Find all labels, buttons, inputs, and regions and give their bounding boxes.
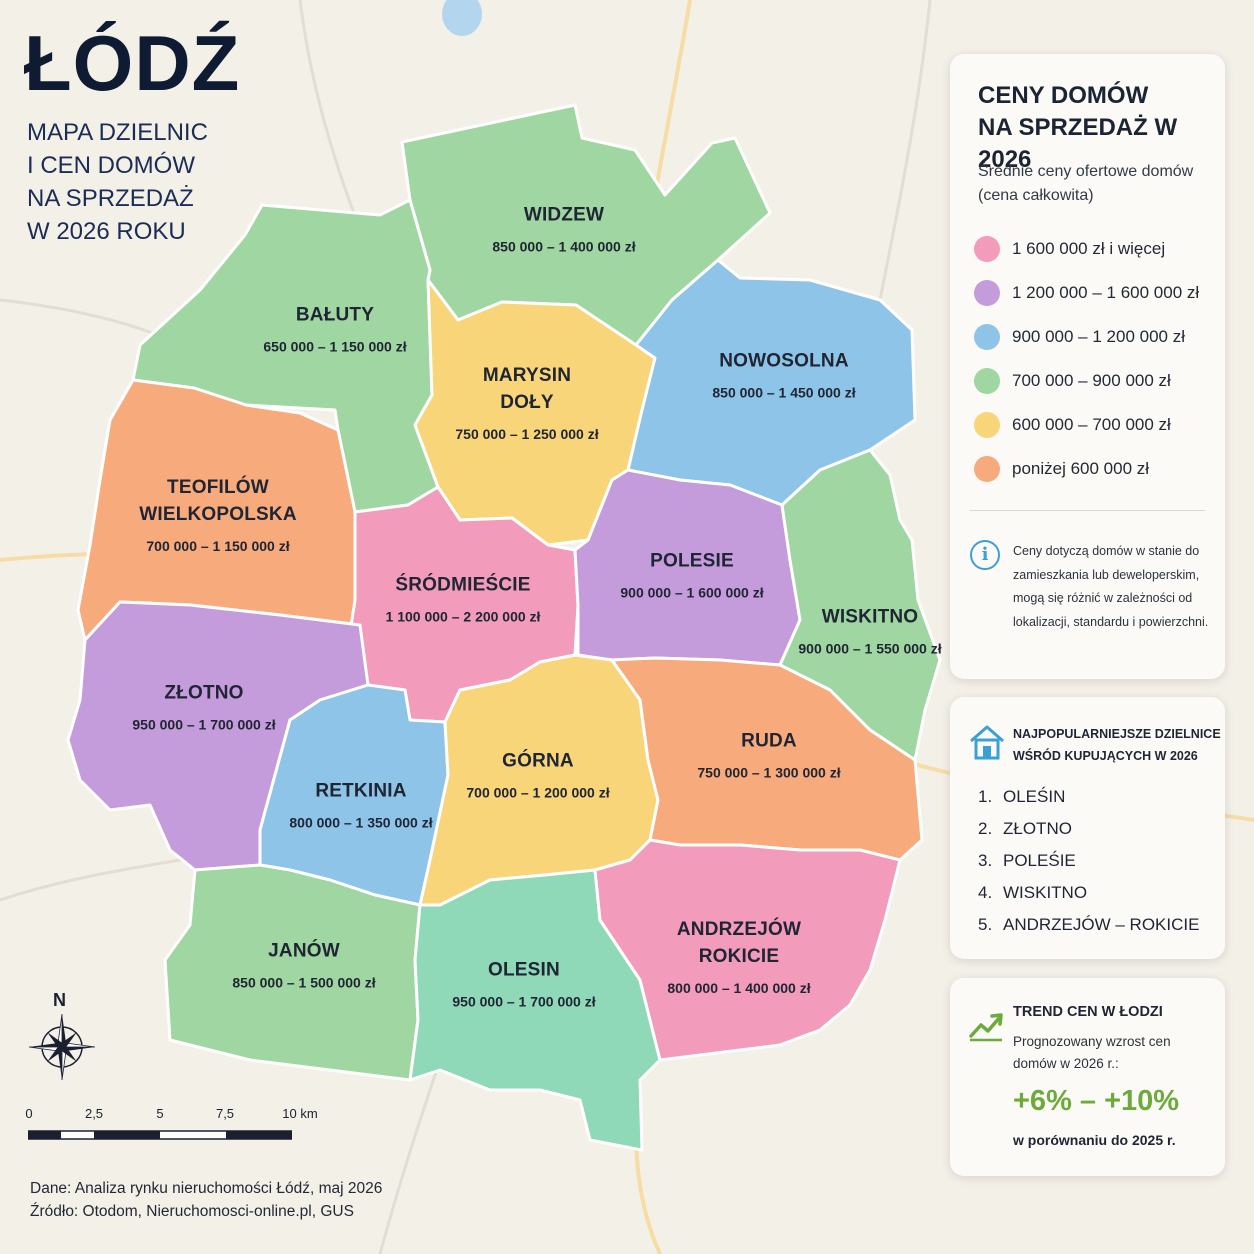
list-district: OLEŚIN: [1003, 787, 1066, 806]
list-district: ZŁOTNO: [1003, 819, 1072, 838]
trend-value: +6% – +10%: [1013, 1085, 1180, 1117]
list-district: POLEŚIE: [1003, 851, 1076, 870]
scale-label: 10 km: [282, 1106, 318, 1121]
trend-title: TREND CEN W ŁODZI: [1013, 1004, 1163, 1020]
subtitle-line: NA SPRZEDAŻ: [27, 185, 194, 212]
legend-swatch: [974, 368, 1000, 394]
legend-swatch: [974, 412, 1000, 438]
district-area-olesin[interactable]: [408, 868, 662, 1152]
legend-item: 900 000 – 1 200 000 zł: [974, 322, 1185, 352]
list-number: 2.: [978, 819, 993, 838]
legend-item: 1 600 000 zł i więcej: [974, 234, 1165, 264]
legend-item: 600 000 – 700 000 zł: [974, 410, 1171, 440]
footer-source-note: Źródło: Otodom, Nieruchomosci-online.pl,…: [30, 1203, 354, 1220]
compass-rose-icon: [28, 1013, 96, 1081]
legend-swatch: [974, 280, 1000, 306]
district-areas: [66, 103, 942, 1152]
map-subtitle: MAPA DZIELNIC I CEN DOMÓW NA SPRZEDAŻ W …: [27, 116, 267, 248]
district-area-janow[interactable]: [163, 863, 422, 1082]
legend-divider: [970, 510, 1205, 511]
scale-label: 2,5: [84, 1106, 104, 1121]
footer-data-note: Dane: Analiza rynku nieruchomości Łódź, …: [30, 1180, 383, 1197]
popular-districts-card: NAJPOPULARNIEJSZE DZIELNICE WŚRÓD KUPUJĄ…: [950, 697, 1225, 959]
district-area-andrzejow[interactable]: [593, 838, 902, 1062]
legend-item: 700 000 – 900 000 zł: [974, 366, 1171, 396]
list-number: 4.: [978, 883, 993, 902]
legend-swatch: [974, 324, 1000, 350]
list-number: 1.: [978, 787, 993, 806]
trend-comparison: w porównaniu do 2025 r.: [1013, 1132, 1176, 1148]
legend-swatch: [974, 236, 1000, 262]
subtitle-line: MAPA DZIELNIC: [27, 119, 208, 146]
trend-description: Prognozowany wzrost cen domów w 2026 r.:: [1013, 1034, 1171, 1071]
north-label: N: [53, 990, 66, 1010]
legend-label: 600 000 – 700 000 zł: [1012, 415, 1171, 434]
trend-chart-icon: [969, 1013, 1003, 1042]
district-area-polesie[interactable]: [573, 468, 802, 667]
district-area-wiskitno[interactable]: [778, 448, 942, 762]
popular-list: 1. OLEŚIN 2. ZŁOTNO 3. POLEŚIE 4. WISKITNO 5…: [978, 781, 1199, 941]
legend-label: 700 000 – 900 000 zł: [1012, 371, 1171, 390]
legend-card: CENY DOMÓW NA SPRZEDAŻ W 2026 Średnie ce…: [950, 54, 1225, 679]
legend-title-line: CENY DOMÓW: [978, 82, 1149, 109]
legend-item: poniżej 600 000 zł: [974, 454, 1149, 484]
legend-item: 1 200 000 – 1 600 000 zł: [974, 278, 1199, 308]
legend-title: CENY DOMÓW NA SPRZEDAŻ W 2026: [978, 80, 1225, 176]
legend-title-line: NA SPRZEDAŻ W 2026: [978, 114, 1178, 173]
list-district: ANDRZEJÓW – ROKICIE: [1003, 915, 1200, 934]
subtitle-line: W 2026 ROKU: [27, 218, 186, 245]
list-number: 5.: [978, 915, 993, 934]
legend-note: Ceny dotyczą domów w stanie do zamieszka…: [1013, 544, 1209, 629]
house-icon: [970, 725, 1004, 760]
legend-label: poniżej 600 000 zł: [1012, 459, 1150, 478]
list-district: WISKITNO: [1003, 883, 1088, 902]
legend-subtitle: Średnie ceny ofertowe domów (cena całkow…: [978, 163, 1194, 204]
list-item: 1. OLEŚIN: [978, 781, 1199, 813]
legend-label: 1 200 000 – 1 600 000 zł: [1012, 283, 1200, 302]
list-item: 4. WISKITNO: [978, 877, 1199, 909]
trend-card: TREND CEN W ŁODZI Prognozowany wzrost ce…: [950, 978, 1225, 1176]
city-title: ŁÓDŹ: [24, 19, 241, 107]
lake: [442, 0, 482, 36]
subtitle-line: I CEN DOMÓW: [27, 152, 195, 179]
list-item: 2. ZŁOTNO: [978, 813, 1199, 845]
list-number: 3.: [978, 851, 993, 870]
info-icon: i: [970, 540, 1000, 570]
legend-label: 1 600 000 zł i więcej: [1012, 239, 1166, 258]
scale-label: 5: [156, 1106, 164, 1121]
legend-swatch: [974, 456, 1000, 482]
scale-label: 7,5: [215, 1106, 235, 1121]
popular-title: NAJPOPULARNIEJSZE DZIELNICE WŚRÓD KUPUJĄ…: [1013, 727, 1221, 763]
scale-bar: [28, 1130, 292, 1140]
scale-label: 0: [25, 1106, 33, 1121]
list-item: 3. POLEŚIE: [978, 845, 1199, 877]
list-item: 5. ANDRZEJÓW – ROKICIE: [978, 909, 1199, 941]
legend-label: 900 000 – 1 200 000 zł: [1012, 327, 1185, 346]
